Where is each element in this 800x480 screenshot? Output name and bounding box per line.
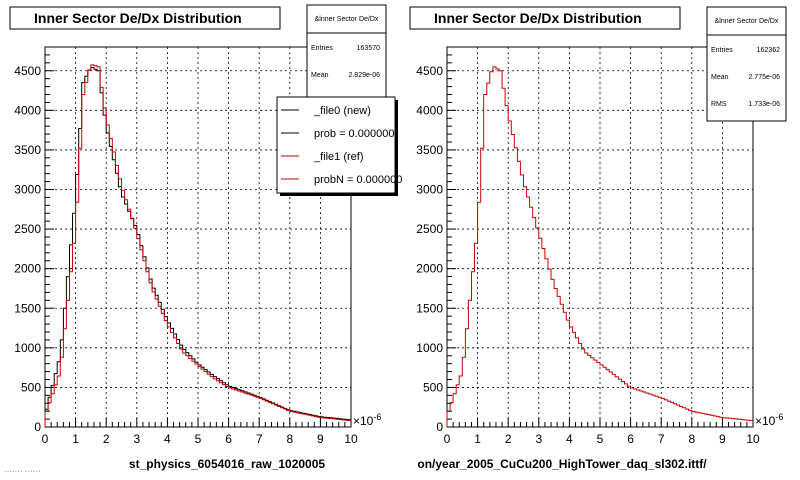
x-tick-label: 1 — [72, 432, 79, 446]
stats-value: 2.775e-06 — [748, 74, 780, 81]
y-tick-label: 3000 — [14, 183, 41, 197]
legend-label: _file0 (new) — [313, 105, 371, 117]
y-tick-label: 3000 — [416, 183, 443, 197]
x-tick-label: 7 — [256, 432, 263, 446]
stats-label: RMS — [711, 101, 727, 108]
x-tick-label: 4 — [164, 432, 171, 446]
stats-value: 163570 — [357, 45, 380, 52]
legend-box — [276, 96, 396, 194]
x-axis-label: on/year_2005_CuCu200_HighTower_daq_sl302… — [417, 457, 707, 471]
stats-label: Entries — [311, 45, 333, 52]
x-tick-label: 4 — [566, 432, 573, 446]
x-tick-label: 3 — [133, 432, 140, 446]
stats-value: 2.829e-06 — [348, 72, 380, 79]
chart-title: Inner Sector De/Dx Distribution — [434, 10, 642, 26]
x-tick-label: 8 — [286, 432, 293, 446]
legend-label: prob = 0.000000 — [314, 128, 394, 140]
legend-label: _file1 (ref) — [313, 151, 364, 163]
x-tick-label: 5 — [597, 432, 604, 446]
y-tick-label: 1500 — [14, 301, 41, 315]
stats-label: Entries — [711, 47, 733, 54]
x-axis-label: st_physics_6054016_raw_1020005 — [129, 457, 325, 471]
y-tick-label: 500 — [21, 380, 41, 394]
x-tick-label: 10 — [746, 432, 760, 446]
chart-panel-2: 0 1 2 3 4 5 6 7 8 9 10 0 500 1000 1500 2000 2500 3000 3500… — [409, 6, 787, 471]
x-tick-label: 8 — [688, 432, 695, 446]
y-tick-label: 4000 — [14, 103, 41, 117]
x-tick-label: 5 — [195, 432, 202, 446]
y-tick-label: 1500 — [416, 301, 443, 315]
series-line-2 — [44, 64, 351, 427]
x-tick-label: 1 — [474, 432, 481, 446]
x-tick-label: 10 — [344, 432, 358, 446]
y-tick-label: 1000 — [14, 341, 41, 355]
stats-label: Mean — [311, 72, 329, 79]
stats-title: &lnner Sector De/Dx — [315, 16, 379, 23]
x-tick-label: 0 — [42, 432, 49, 446]
x-tick-label: 6 — [627, 432, 634, 446]
y-tick-label: 2500 — [416, 222, 443, 236]
y-tick-label: 0 — [34, 420, 41, 434]
x-tick-label: 9 — [317, 432, 324, 446]
legend-label: probN = 0.000000 — [314, 174, 402, 186]
y-tick-label: 4500 — [14, 64, 41, 78]
x-tick-label: 0 — [444, 432, 451, 446]
chart-title: Inner Sector De/Dx Distribution — [34, 10, 242, 26]
stats-box — [706, 6, 787, 122]
y-tick-label: 3500 — [416, 143, 443, 157]
stats-title: &lnner Sector De/Dx — [715, 18, 779, 25]
stats-value: 162362 — [757, 47, 780, 54]
footer-text: ······· ······ — [4, 467, 41, 476]
y-tick-label: 0 — [436, 420, 443, 434]
y-tick-label: 2500 — [14, 222, 41, 236]
x-exponent-label: ×10-6 — [755, 412, 783, 428]
x-tick-label: 2 — [505, 432, 512, 446]
y-tick-label: 500 — [423, 380, 443, 394]
y-tick-label: 3500 — [14, 143, 41, 157]
chart-panel-1: 0 1 2 3 4 5 6 7 8 9 10 0 500 1000 1500 2000 2500 3000 3500… — [9, 4, 402, 471]
series-line-1 — [446, 66, 753, 427]
x-tick-label: 3 — [535, 432, 542, 446]
stats-label: Mean — [711, 74, 729, 81]
y-tick-label: 2000 — [416, 262, 443, 276]
x-tick-label: 9 — [719, 432, 726, 446]
x-tick-label: 2 — [103, 432, 110, 446]
y-tick-label: 2000 — [14, 262, 41, 276]
y-tick-label: 4000 — [416, 103, 443, 117]
title-box — [9, 6, 281, 30]
stats-box — [306, 4, 387, 102]
x-tick-label: 6 — [225, 432, 232, 446]
x-exponent-label: ×10-6 — [353, 412, 381, 428]
y-tick-label: 1000 — [416, 341, 443, 355]
stats-value: 1.733e-06 — [748, 101, 780, 108]
title-box — [409, 6, 681, 30]
y-tick-label: 4500 — [416, 64, 443, 78]
x-tick-label: 7 — [658, 432, 665, 446]
